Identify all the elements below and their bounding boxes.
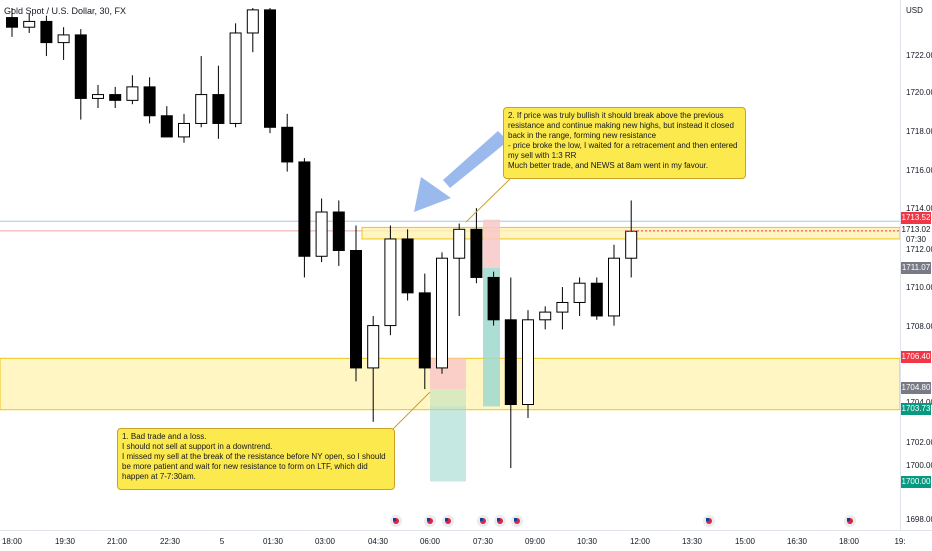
time-label: 06:00 <box>419 537 441 546</box>
candle-bearish <box>281 126 294 163</box>
candle-bearish <box>470 228 483 278</box>
take-profit-box-1 <box>430 406 466 482</box>
time-label: 22:30 <box>159 537 181 546</box>
economic-event-flag-icon[interactable] <box>424 515 436 527</box>
time-label: 19: <box>894 537 906 546</box>
time-label: 07:30 <box>472 537 494 546</box>
economic-event-flag-icon[interactable] <box>390 515 402 527</box>
candle-bullish <box>556 301 569 313</box>
candle-bearish <box>350 250 362 369</box>
price-tag-teal-upper: 1703.73 <box>901 403 931 415</box>
price-tag-upper: 1713.52 <box>901 212 931 224</box>
time-axis[interactable] <box>0 530 932 551</box>
time-label: 5 <box>219 537 225 546</box>
price-tick: 1714.00 <box>906 204 932 213</box>
candle-bullish <box>23 20 36 28</box>
candle-bullish <box>178 122 190 138</box>
price-tick: 1702.00 <box>906 438 932 447</box>
candle-bearish <box>487 276 500 321</box>
candle-bearish <box>264 9 276 128</box>
candle-bearish <box>590 282 603 317</box>
price-tag-red: 1706.40 <box>901 351 931 363</box>
time-label: 04:30 <box>367 537 389 546</box>
candle-bullish <box>229 32 242 124</box>
candle-bearish <box>6 17 18 28</box>
candle-bearish <box>212 94 225 124</box>
time-label: 21:00 <box>106 537 128 546</box>
candle-bullish <box>126 86 139 101</box>
candle-bullish <box>315 211 328 257</box>
candle-bullish <box>92 94 104 99</box>
price-tag-dark: 1704.80 <box>901 382 931 394</box>
candle-bearish <box>40 20 53 44</box>
price-tick: 1700.00 <box>906 461 932 470</box>
economic-event-flag-icon[interactable] <box>477 515 489 527</box>
price-tag-current: 1713.02 <box>901 224 931 236</box>
candle-bullish <box>522 319 534 405</box>
candle-bullish <box>625 230 638 259</box>
candle-bullish <box>608 257 620 317</box>
candle-bearish <box>143 86 156 117</box>
currency-label: USD <box>906 6 923 15</box>
time-label: 19:30 <box>54 537 76 546</box>
time-label: 18:00 <box>838 537 860 546</box>
economic-event-flag-icon[interactable] <box>494 515 506 527</box>
price-tag-teal-lower: 1700.00 <box>901 476 931 488</box>
time-label: 13:30 <box>681 537 703 546</box>
economic-event-flag-icon[interactable] <box>511 515 523 527</box>
price-tick: 1712.00 <box>906 245 932 254</box>
time-label: 03:00 <box>314 537 336 546</box>
price-tag-grey: 1711.07 <box>901 262 931 274</box>
price-tick: 1698.00 <box>906 515 932 524</box>
price-tick: 1708.00 <box>906 322 932 331</box>
candle-bearish <box>504 319 517 405</box>
candle-bearish <box>418 292 431 369</box>
time-label: 18:00 <box>1 537 23 546</box>
candle-bullish <box>453 228 466 259</box>
time-label: 09:00 <box>524 537 546 546</box>
candle-bearish <box>298 161 311 257</box>
candle-bearish <box>74 34 87 99</box>
time-label: 12:00 <box>629 537 651 546</box>
candle-bullish <box>367 325 380 369</box>
bar-countdown: 07:30 <box>901 234 931 246</box>
arrow-icon <box>414 131 508 212</box>
candle-bullish <box>539 311 552 321</box>
candle-bearish <box>109 94 122 101</box>
economic-event-flag-icon[interactable] <box>844 515 856 527</box>
candle-bullish <box>246 9 259 34</box>
candle-bullish <box>436 257 448 369</box>
price-tick: 1722.00 <box>906 51 932 60</box>
candle-bearish <box>160 115 173 138</box>
arrow-head <box>414 177 451 212</box>
candle-bullish <box>573 282 586 303</box>
price-tick: 1720.00 <box>906 88 932 97</box>
price-tick: 1718.00 <box>906 127 932 136</box>
candle-bullish <box>384 238 397 327</box>
time-label: 01:30 <box>262 537 284 546</box>
annotation-note-2[interactable]: 2. If price was truly bullish it should … <box>503 107 746 179</box>
candle-bearish <box>332 211 345 251</box>
economic-event-flag-icon[interactable] <box>442 515 454 527</box>
arrow-shaft <box>443 131 508 188</box>
price-tick: 1710.00 <box>906 283 932 292</box>
candle-bearish <box>401 238 414 294</box>
note-1-pointer <box>391 391 431 431</box>
economic-event-flag-icon[interactable] <box>703 515 715 527</box>
chart-area[interactable]: Gold Spot / U.S. Dollar, 30, FX 1. Bad t… <box>0 0 900 530</box>
annotation-note-1[interactable]: 1. Bad trade and a loss. I should not se… <box>117 428 395 490</box>
candlestick-chart[interactable] <box>0 0 900 530</box>
stop-loss-box-2 <box>483 219 500 268</box>
candle-bullish <box>195 94 208 124</box>
candle-bullish <box>57 34 70 44</box>
time-label: 10:30 <box>576 537 598 546</box>
entry-box-1 <box>430 389 466 407</box>
symbol-title[interactable]: Gold Spot / U.S. Dollar, 30, FX <box>4 6 127 16</box>
price-tick: 1716.00 <box>906 166 932 175</box>
price-tick: 1704.00 <box>906 398 932 407</box>
note-2-pointer <box>465 178 511 223</box>
time-label: 15:00 <box>734 537 756 546</box>
time-label: 16:30 <box>786 537 808 546</box>
